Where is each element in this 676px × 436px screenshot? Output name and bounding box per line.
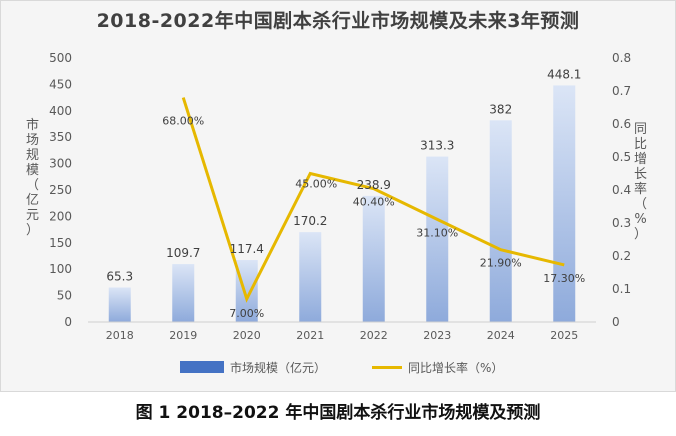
figure-caption: 图 1 2018–2022 年中国剧本杀行业市场规模及预测 (135, 403, 541, 423)
y-left-tick-label: 450 (49, 77, 72, 91)
bar (426, 156, 449, 322)
x-tick-label: 2021 (296, 329, 324, 342)
bar-value-label: 65.3 (106, 270, 133, 284)
bar-value-label: 448.1 (547, 67, 581, 81)
bar (299, 232, 322, 322)
y-right-tick-label: 0.5 (612, 150, 631, 164)
legend-line-label: 同比增长率（%） (408, 360, 504, 375)
y-right-tick-label: 0.1 (612, 282, 631, 296)
y-right-tick-label: 0.8 (612, 51, 631, 65)
y-left-tick-label: 0 (64, 315, 72, 329)
bar (172, 264, 195, 322)
x-tick-label: 2024 (487, 329, 515, 342)
bar-value-label: 313.3 (420, 139, 454, 153)
bar-value-label: 117.4 (230, 242, 264, 256)
legend-line-swatch (372, 365, 403, 369)
y-left-tick-label: 150 (49, 236, 72, 250)
line-value-label: 40.40% (353, 196, 395, 209)
y-left-tick-label: 400 (49, 104, 72, 118)
left-axis-label: 市场规模（亿元） (26, 118, 40, 238)
y-left-tick-label: 350 (49, 130, 72, 144)
bar (235, 260, 258, 322)
chart-legend: 市场规模（亿元） 同比增长率（%） (180, 357, 503, 377)
bar (362, 195, 385, 322)
line-value-label: 68.00% (162, 115, 204, 128)
y-right-tick-label: 0.3 (612, 216, 631, 230)
x-tick-label: 2020 (233, 329, 261, 342)
line-value-label: 45.00% (295, 178, 337, 191)
right-axis-label: 同比增长率（%） (634, 122, 648, 242)
y-right-tick-label: 0.6 (612, 117, 631, 131)
y-right-tick-label: 0.2 (612, 249, 631, 263)
line-value-label: 17.30% (543, 272, 585, 285)
legend-bar-swatch (180, 361, 224, 373)
y-left-tick-label: 200 (49, 209, 72, 223)
x-tick-label: 2019 (169, 329, 197, 342)
chart-title: 2018-2022年中国剧本杀行业市场规模及未来3年预测 (96, 10, 580, 32)
x-tick-label: 2023 (423, 329, 451, 342)
bar-value-label: 238.9 (357, 178, 391, 192)
x-tick-label: 2025 (550, 329, 578, 342)
bar-value-label: 109.7 (166, 246, 200, 260)
y-left-tick-label: 50 (57, 289, 72, 303)
y-left-tick-label: 300 (49, 157, 72, 171)
bar (108, 287, 131, 322)
chart-plot: 0 50 100 150 200 250 300 350 400 450 500 0 0.1 0.2 0.3… (49, 51, 631, 342)
y-right-tick-label: 0 (612, 315, 620, 329)
y-left-tick-label: 500 (49, 51, 72, 65)
line-value-label: 31.10% (416, 226, 458, 239)
bar (489, 120, 512, 322)
x-tick-label: 2022 (360, 329, 388, 342)
bar (553, 85, 576, 322)
growth-rate-line (181, 97, 565, 303)
y-left-tick-label: 250 (49, 183, 72, 197)
legend-bar-label: 市场规模（亿元） (230, 360, 327, 375)
y-right-tick-label: 0.7 (612, 84, 631, 98)
bar-value-label: 170.2 (293, 214, 327, 228)
y-left-tick-label: 100 (49, 262, 72, 276)
bar-value-label: 382 (489, 102, 512, 116)
y-right-tick-label: 0.4 (612, 183, 631, 197)
line-value-label: 21.90% (480, 257, 522, 270)
line-value-label: 7.00% (229, 307, 264, 320)
x-tick-label: 2018 (106, 329, 134, 342)
